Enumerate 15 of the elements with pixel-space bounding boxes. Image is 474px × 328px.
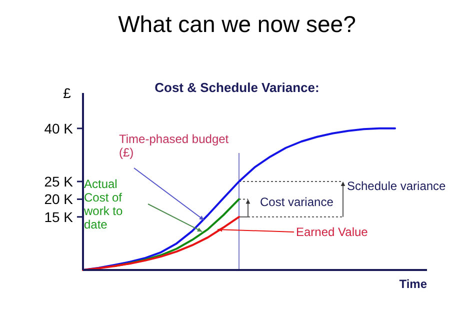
- line-series: [82, 216, 240, 271]
- y-axis-title: £: [63, 85, 72, 101]
- annotation: Schedule variance: [347, 179, 446, 193]
- chart-subtitle: Cost & Schedule Variance:: [154, 80, 320, 95]
- annotation: Cost variance: [260, 195, 334, 209]
- annotation: Time-phased budget (£): [119, 132, 230, 160]
- y-tick-label: 15 K: [44, 208, 74, 225]
- y-tick-label: 20 K: [44, 191, 74, 208]
- annotation: Actual Cost of work to date: [83, 177, 124, 232]
- x-axis-title: Time: [399, 277, 428, 291]
- line-series: [82, 127, 396, 271]
- y-tick-label: 40 K: [44, 120, 74, 136]
- annotation: Earned Value: [296, 225, 368, 239]
- chart-title: What can we now see?: [118, 11, 356, 37]
- y-tick-label: 25 K: [44, 173, 74, 190]
